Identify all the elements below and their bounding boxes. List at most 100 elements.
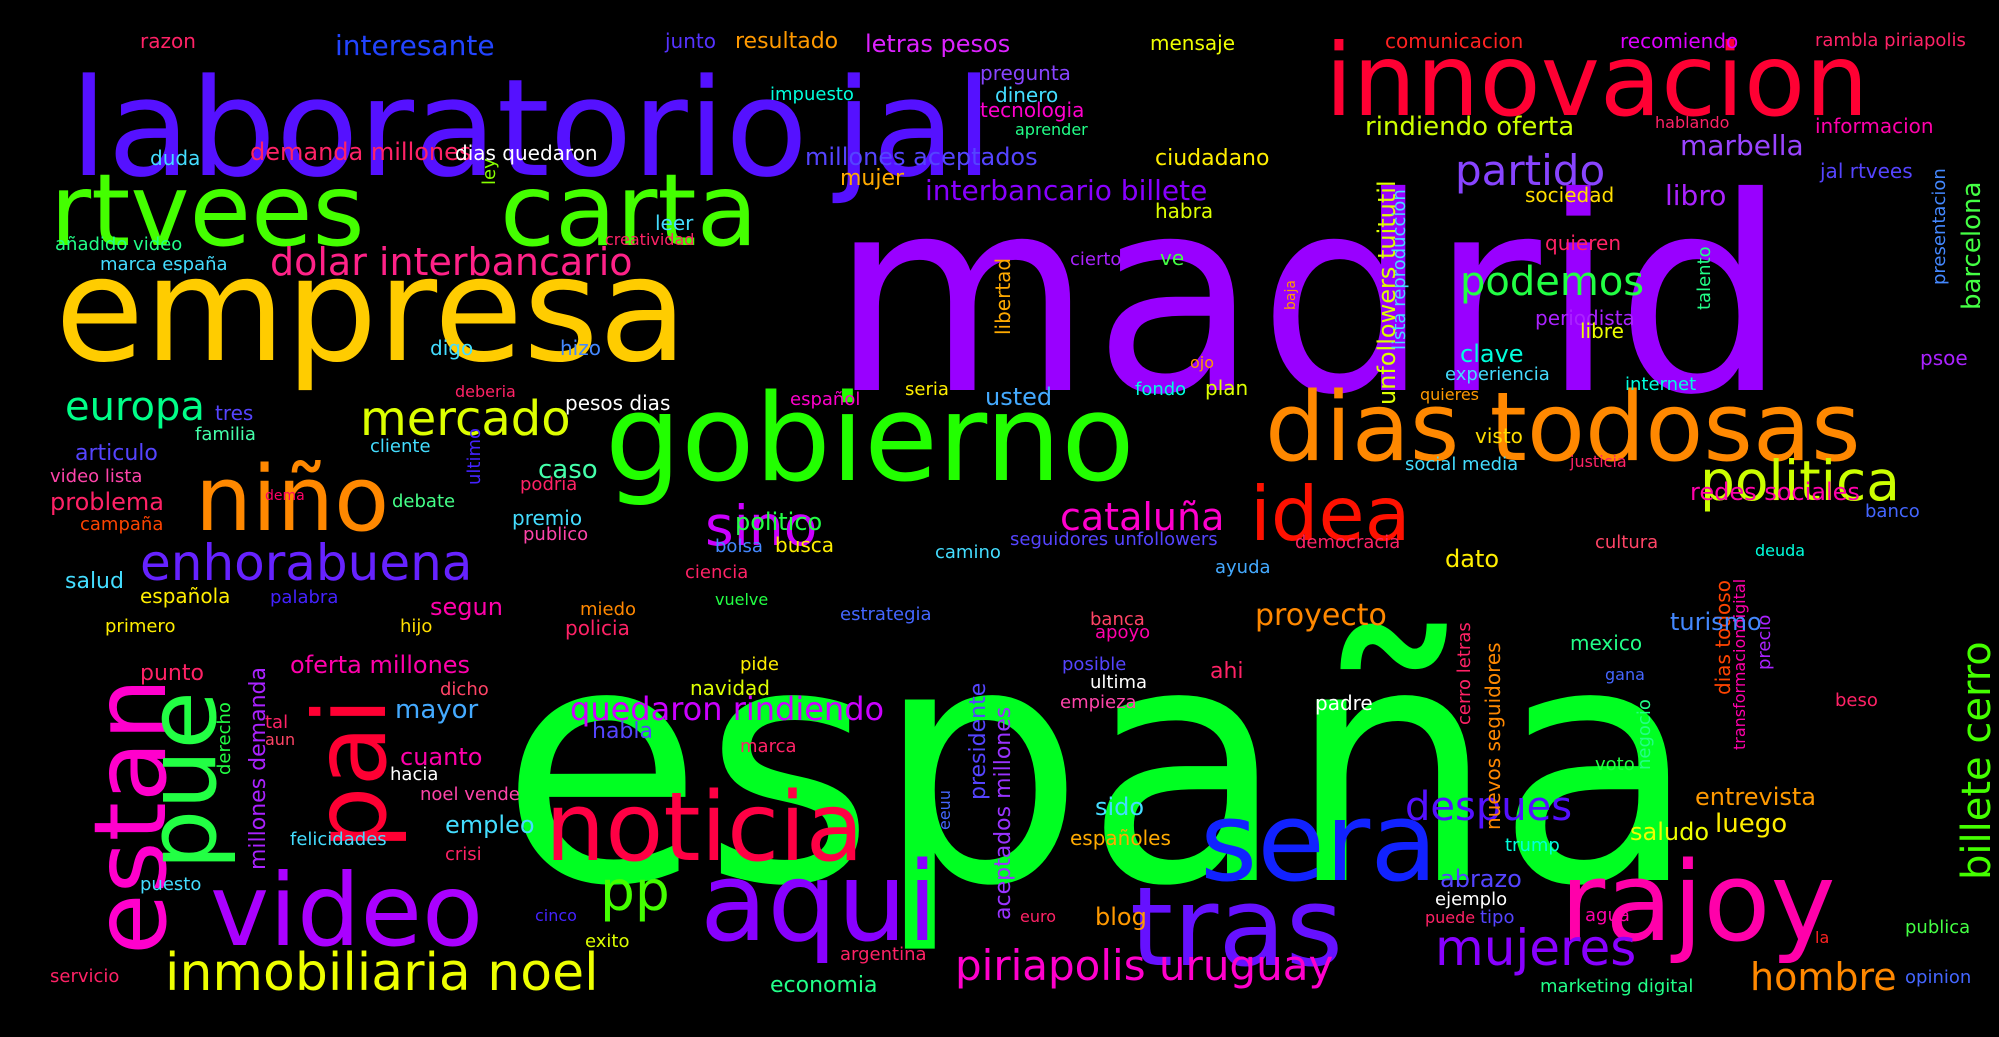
cloud-word: interesante [335, 29, 495, 62]
cloud-word: ve [1160, 246, 1184, 270]
cloud-word: aceptados millones [991, 707, 1016, 920]
cloud-word: saludo [1630, 818, 1709, 846]
cloud-word: seria [905, 379, 949, 400]
cloud-word: navidad [690, 676, 770, 700]
cloud-word: agua [1585, 905, 1630, 926]
cloud-word: unfollowers tuitutil [1373, 180, 1401, 405]
cloud-word: debate [392, 491, 455, 512]
cloud-word: madrid [830, 139, 1787, 454]
cloud-word: ciudadano [1155, 146, 1269, 171]
cloud-word: puesto [140, 874, 201, 895]
cloud-word: quedaron rindiendo [570, 690, 884, 728]
cloud-word: sera [1200, 778, 1438, 906]
cloud-word: empieza [1060, 692, 1137, 713]
cloud-word: innovacion [1325, 22, 1869, 139]
cloud-word: cultura [1595, 532, 1658, 553]
cloud-word: podemos [1460, 259, 1644, 305]
cloud-word: argentina [840, 944, 927, 965]
cloud-word: posible [1062, 654, 1126, 675]
cloud-word: informacion [1815, 114, 1934, 138]
cloud-word: vuelve [715, 590, 768, 609]
cloud-word: digo [430, 336, 473, 360]
cloud-word: letras pesos [865, 30, 1010, 58]
cloud-word: usted [985, 383, 1052, 411]
cloud-word: tras [1130, 863, 1343, 991]
cloud-word: democracia [1295, 532, 1400, 553]
cloud-word: ultimo [464, 428, 485, 485]
cloud-word: cerro letras [1454, 622, 1475, 725]
cloud-word: dias todosas [1265, 373, 1861, 483]
cloud-word: leer [655, 211, 694, 235]
cloud-word: entrevista [1695, 783, 1816, 811]
cloud-word: rajoy [1560, 838, 1836, 966]
cloud-word: pesos dias [565, 391, 670, 415]
cloud-word: primero [105, 616, 175, 637]
cloud-word: cuanto [400, 743, 482, 771]
cloud-word: gobierno [605, 370, 1135, 509]
cloud-word: interbancario billete [925, 174, 1207, 207]
cloud-word: talento [1694, 246, 1715, 310]
cloud-word: piriapolis uruguay [955, 941, 1333, 990]
cloud-word: sociedad [1525, 183, 1614, 207]
cloud-word: pue [128, 691, 238, 870]
cloud-word: articulo [75, 441, 158, 466]
cloud-word: dias todoso [1711, 580, 1735, 695]
cloud-word: libre [1580, 319, 1624, 343]
cloud-word: mujeres [1435, 919, 1636, 977]
cloud-word: felicidades [290, 829, 387, 850]
cloud-word: policia [565, 616, 630, 640]
cloud-word: tres [215, 401, 253, 425]
cloud-word: presentacion [1929, 168, 1950, 285]
cloud-word: europa [65, 384, 205, 430]
cloud-word: deberia [455, 382, 516, 401]
cloud-word: pai [292, 697, 409, 850]
cloud-word: ejemplo [1435, 889, 1507, 910]
cloud-word: ultima [1090, 672, 1147, 693]
cloud-word: demanda millones [250, 138, 471, 166]
cloud-word: banco [1865, 501, 1920, 522]
cloud-word: hacia [390, 764, 438, 785]
cloud-word: ciencia [685, 562, 748, 583]
cloud-word: sino [705, 494, 817, 558]
cloud-word: camino [935, 542, 1001, 563]
cloud-word: quieren [1545, 231, 1621, 255]
cloud-word: politica [1700, 449, 1900, 513]
cloud-word: despues [1405, 784, 1572, 830]
cloud-word: abrazo [1440, 865, 1522, 893]
cloud-word: habra [1155, 199, 1213, 223]
cloud-word: redes sociales [1690, 478, 1860, 506]
cloud-word: cataluña [1060, 495, 1224, 539]
cloud-word: publica [1905, 917, 1970, 938]
cloud-word: libertad [991, 258, 1015, 335]
cloud-word: aun [265, 730, 295, 749]
cloud-word: busca [775, 533, 834, 557]
cloud-word: inmobiliaria noel [165, 943, 599, 1003]
cloud-word: lista reproduccion [1389, 189, 1410, 350]
cloud-word: pp [600, 859, 670, 923]
cloud-word: noel vende [420, 784, 520, 805]
cloud-word: barcelona [1957, 182, 1987, 310]
cloud-word: luego [1715, 809, 1787, 839]
cloud-word: rambla piriapolis [1815, 30, 1966, 51]
cloud-word: psoe [1920, 346, 1968, 370]
cloud-word: ojo [1190, 353, 1214, 372]
cloud-word: ayuda [1215, 557, 1271, 578]
cloud-word: duda [150, 146, 200, 170]
cloud-word: pide [740, 654, 779, 675]
cloud-word: cinco [535, 906, 577, 925]
cloud-word: resultado [735, 29, 838, 54]
cloud-word: problema [50, 488, 164, 516]
cloud-word: caso [538, 455, 598, 485]
cloud-word: idea [1250, 470, 1411, 558]
cloud-word: transformaciondigital [1730, 579, 1749, 750]
cloud-word: rtvees [50, 152, 365, 269]
cloud-word: opinion [1905, 967, 1971, 988]
cloud-word: precio [1754, 615, 1775, 670]
cloud-word: periodista [1535, 306, 1635, 330]
cloud-word: creatividad [605, 230, 694, 249]
cloud-word: habla [592, 719, 653, 744]
cloud-word: hombre [1750, 955, 1897, 999]
cloud-word: bolsa [715, 536, 763, 557]
cloud-word: impuesto [770, 84, 854, 105]
